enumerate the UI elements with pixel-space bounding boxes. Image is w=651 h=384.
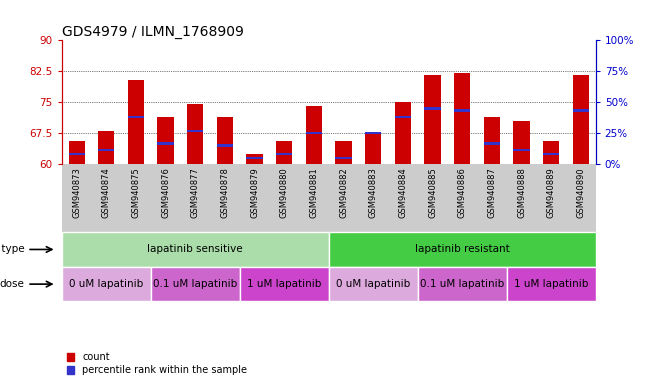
Text: GSM940885: GSM940885 — [428, 167, 437, 218]
Bar — [62, 267, 151, 301]
Text: GSM940873: GSM940873 — [72, 167, 81, 218]
Bar — [187, 130, 204, 132]
Bar — [187, 104, 204, 164]
Bar — [543, 141, 559, 164]
Bar — [514, 149, 530, 151]
Text: GSM940881: GSM940881 — [309, 167, 318, 218]
Text: GSM940888: GSM940888 — [517, 167, 526, 218]
Bar — [217, 144, 233, 147]
Bar — [395, 102, 411, 164]
Bar — [484, 142, 500, 145]
Text: 0.1 uM lapatinib: 0.1 uM lapatinib — [153, 279, 238, 289]
Bar — [68, 141, 85, 164]
Text: GSM940874: GSM940874 — [102, 167, 111, 218]
Text: dose: dose — [0, 279, 25, 289]
Bar — [276, 152, 292, 155]
Bar — [335, 141, 352, 164]
Text: GSM940884: GSM940884 — [398, 167, 408, 218]
Bar — [128, 79, 144, 164]
Text: GDS4979 / ILMN_1768909: GDS4979 / ILMN_1768909 — [62, 25, 243, 39]
Bar — [68, 152, 85, 155]
Bar — [158, 117, 174, 164]
Bar — [247, 154, 263, 164]
Bar — [514, 121, 530, 164]
Bar — [62, 232, 329, 267]
Text: GSM940878: GSM940878 — [221, 167, 229, 218]
Text: GSM940880: GSM940880 — [280, 167, 289, 218]
Bar — [217, 117, 233, 164]
Bar — [329, 267, 418, 301]
Bar — [573, 109, 589, 112]
Text: GSM940879: GSM940879 — [250, 167, 259, 218]
Text: 0 uM lapatinib: 0 uM lapatinib — [69, 279, 143, 289]
Bar — [335, 157, 352, 159]
Text: GSM940890: GSM940890 — [576, 167, 585, 218]
Bar — [424, 107, 441, 109]
Text: cell type: cell type — [0, 245, 25, 255]
Text: GSM940876: GSM940876 — [161, 167, 170, 218]
Text: GSM940886: GSM940886 — [458, 167, 467, 218]
Text: GSM940875: GSM940875 — [132, 167, 141, 218]
Bar — [98, 131, 115, 164]
Bar — [247, 157, 263, 159]
Bar — [395, 116, 411, 118]
Bar — [418, 267, 506, 301]
Bar — [240, 267, 329, 301]
Bar — [484, 117, 500, 164]
Text: GSM940887: GSM940887 — [488, 167, 496, 218]
Bar — [543, 152, 559, 155]
Legend: count, percentile rank within the sample: count, percentile rank within the sample — [66, 353, 247, 375]
Bar — [158, 142, 174, 145]
Bar — [454, 109, 471, 112]
Bar — [329, 232, 596, 267]
Text: lapatinib sensitive: lapatinib sensitive — [148, 245, 243, 255]
Text: lapatinib resistant: lapatinib resistant — [415, 245, 510, 255]
Bar — [506, 267, 596, 301]
Bar — [276, 141, 292, 164]
Bar — [306, 132, 322, 134]
Bar — [365, 133, 381, 164]
Bar — [454, 73, 471, 164]
Text: 1 uM lapatinib: 1 uM lapatinib — [247, 279, 322, 289]
Bar — [306, 106, 322, 164]
Text: GSM940889: GSM940889 — [547, 167, 556, 218]
Text: 0.1 uM lapatinib: 0.1 uM lapatinib — [420, 279, 505, 289]
Text: GSM940882: GSM940882 — [339, 167, 348, 218]
Bar — [151, 267, 240, 301]
Bar — [365, 132, 381, 134]
Bar — [128, 116, 144, 118]
Text: 1 uM lapatinib: 1 uM lapatinib — [514, 279, 589, 289]
Text: GSM940877: GSM940877 — [191, 167, 200, 218]
Text: GSM940883: GSM940883 — [368, 167, 378, 218]
Bar — [98, 149, 115, 151]
Bar — [573, 75, 589, 164]
Text: 0 uM lapatinib: 0 uM lapatinib — [336, 279, 410, 289]
Bar — [424, 75, 441, 164]
